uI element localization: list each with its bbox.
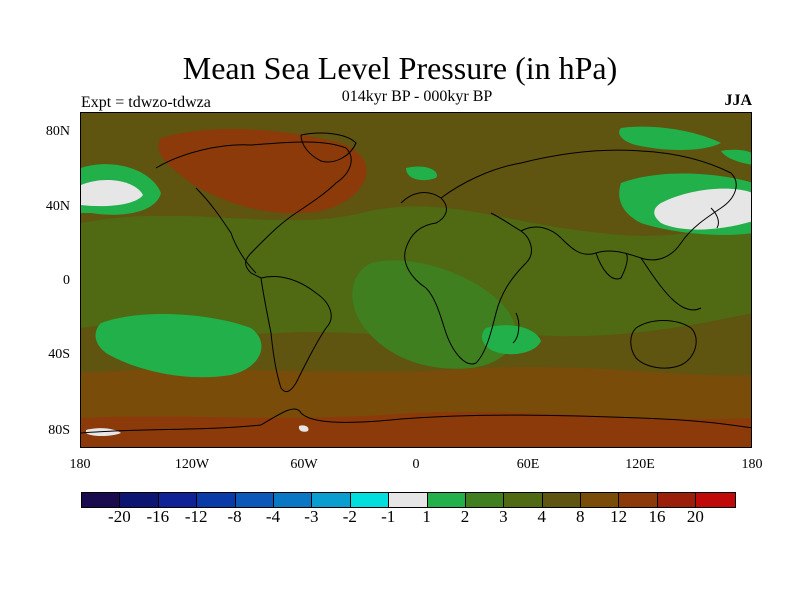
coastline-antarctica xyxy=(81,408,751,434)
x-tick-120w: 120W xyxy=(174,457,210,472)
coastline-north-america xyxy=(155,141,352,279)
field-green-south-pacific xyxy=(95,313,262,378)
colorbar-swatch xyxy=(273,493,313,507)
colorbar-swatch xyxy=(158,493,198,507)
colorbar-swatch xyxy=(197,493,236,507)
pressure-map xyxy=(81,113,751,447)
colorbar-swatch xyxy=(542,493,582,507)
coastline-japan xyxy=(710,207,719,229)
colorbar-label: 4 xyxy=(537,507,547,526)
colorbar-swatch xyxy=(120,493,159,507)
coastline-southeast-asia xyxy=(640,257,702,311)
field-green-kara-sea xyxy=(406,166,437,181)
y-tick-80s: 80S xyxy=(48,423,70,438)
field-light-north-pacific-east xyxy=(81,180,143,207)
y-tick-40s: 40S xyxy=(48,347,70,362)
colorbar-label: -12 xyxy=(184,507,208,526)
coastline-central-america xyxy=(195,187,257,274)
coastline-india xyxy=(595,252,628,280)
field-midgreen-atlantic xyxy=(352,260,516,369)
colorbar-label: 2 xyxy=(460,507,470,526)
colorbar-swatch xyxy=(389,493,428,507)
season-label: JJA xyxy=(724,92,752,109)
colorbar-label: 8 xyxy=(575,507,585,526)
experiment-label: Expt = tdwzo-tdwza xyxy=(81,94,211,111)
colorbar xyxy=(81,492,736,508)
colorbar-swatch xyxy=(312,493,351,507)
field-light-antarctic-central xyxy=(298,425,309,432)
field-green-indian-ocean xyxy=(481,325,541,355)
chart-title: Mean Sea Level Pressure (in hPa) xyxy=(182,50,618,86)
coastlines xyxy=(81,132,751,434)
x-tick-180-west: 180 xyxy=(69,457,91,472)
field-green-arctic xyxy=(619,126,721,150)
colorbar-swatch xyxy=(657,493,697,507)
coastline-australia xyxy=(630,320,697,369)
coastline-madagascar xyxy=(512,312,520,344)
x-tick-60e: 60E xyxy=(516,457,540,472)
x-tick-0: 0 xyxy=(412,457,420,472)
colorbar-label: 3 xyxy=(499,507,508,526)
colorbar-label: -4 xyxy=(265,507,281,526)
colorbar-label: -8 xyxy=(227,507,242,526)
coastline-europe-africa xyxy=(400,192,532,365)
colorbar-swatch xyxy=(427,493,466,507)
x-tick-120e: 120E xyxy=(625,457,655,472)
colorbar-label: 16 xyxy=(648,507,666,526)
colorbar-label: 12 xyxy=(610,507,628,526)
colorbar-label: 1 xyxy=(422,507,431,526)
coastline-south-america xyxy=(260,276,332,393)
colorbar-label: -2 xyxy=(342,507,357,526)
field-red-north-america xyxy=(158,128,367,214)
colorbar-label: -1 xyxy=(381,507,396,526)
x-tick-180-east: 180 xyxy=(741,457,763,472)
field-light-north-pacific-west xyxy=(654,188,751,230)
colorbar-swatch xyxy=(696,493,735,507)
colorbar-swatch xyxy=(504,493,543,507)
coastline-greenland xyxy=(300,132,357,163)
colorbar-label: -16 xyxy=(146,507,170,526)
y-tick-80n: 80N xyxy=(45,124,70,139)
colorbar-swatch xyxy=(350,493,390,507)
colorbar-swatch xyxy=(82,493,121,507)
map-panel xyxy=(80,112,752,448)
field-green-arctic-east xyxy=(721,149,751,165)
colorbar-label: -20 xyxy=(108,507,131,526)
y-tick-40n: 40N xyxy=(45,199,70,214)
x-tick-60w: 60W xyxy=(290,457,318,472)
field-red-antarctic xyxy=(81,411,751,447)
y-tick-0: 0 xyxy=(63,273,70,288)
colorbar-swatch xyxy=(465,493,505,507)
colorbar-label: -3 xyxy=(304,507,319,526)
colorbar-swatch xyxy=(619,493,658,507)
coastline-eurasia xyxy=(440,149,737,261)
field-light-antarctic-west xyxy=(86,428,121,436)
chart-subtitle: 014kyr BP - 000kyr BP xyxy=(341,88,493,105)
colorbar-swatch xyxy=(581,493,620,507)
colorbar-label: 20 xyxy=(686,507,704,526)
colorbar-swatch xyxy=(235,493,274,507)
